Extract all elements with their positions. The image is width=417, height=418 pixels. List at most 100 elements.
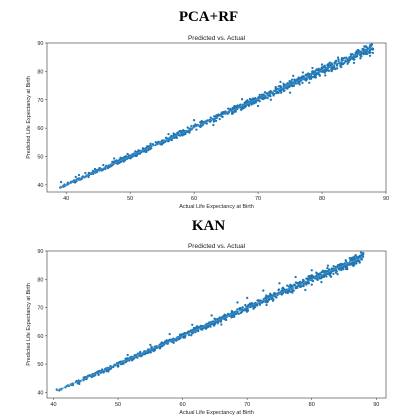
chart-0-point bbox=[149, 142, 152, 145]
chart-0-point bbox=[154, 141, 157, 144]
chart-1-point bbox=[97, 373, 100, 376]
chart-0-point bbox=[314, 74, 318, 77]
chart-0-point bbox=[329, 63, 332, 67]
chart-0-point bbox=[368, 54, 372, 57]
chart-1-point bbox=[302, 284, 305, 288]
chart-0-point bbox=[111, 160, 114, 164]
chart-1-point bbox=[310, 283, 313, 286]
chart-0-point bbox=[337, 58, 340, 61]
chart-1-point bbox=[250, 302, 254, 305]
chart-0-point bbox=[151, 143, 155, 146]
chart-0-point bbox=[352, 61, 356, 65]
chart-0-point bbox=[340, 63, 343, 66]
chart-1-point bbox=[332, 265, 335, 268]
chart-0-point bbox=[260, 93, 264, 96]
chart-0-point bbox=[122, 160, 125, 163]
chart-1-point bbox=[136, 356, 139, 359]
chart-1-point bbox=[352, 264, 355, 267]
chart-1-point bbox=[236, 301, 239, 304]
chart-0-point bbox=[361, 47, 364, 51]
chart-0-point bbox=[224, 110, 227, 113]
chart-0-point bbox=[235, 104, 238, 108]
chart-1-plot-frame bbox=[46, 250, 387, 399]
chart-0-point bbox=[100, 169, 103, 172]
chart-0-point bbox=[346, 62, 349, 65]
chart-1-point bbox=[149, 343, 152, 347]
chart-0-point bbox=[327, 69, 331, 72]
chart-0-point bbox=[231, 106, 234, 110]
chart-1-point bbox=[130, 355, 133, 358]
chart-1-title: Predicted vs. Actual bbox=[188, 243, 246, 250]
chart-0-point bbox=[160, 143, 164, 146]
chart-1-point bbox=[214, 317, 217, 321]
chart-1-point bbox=[355, 255, 358, 259]
chart-0-point bbox=[326, 64, 329, 68]
chart-0-point bbox=[167, 132, 170, 136]
chart-0-point bbox=[292, 74, 295, 78]
chart-1-point bbox=[348, 256, 351, 260]
chart-0-ytick-label: 80 bbox=[37, 69, 43, 75]
chart-1-point bbox=[178, 337, 181, 341]
chart-0-point bbox=[334, 67, 337, 71]
chart-0-point bbox=[293, 79, 296, 83]
chart-0-point bbox=[93, 167, 97, 171]
chart-0-point bbox=[253, 97, 257, 100]
chart-0-point bbox=[330, 62, 333, 65]
chart-0-point bbox=[213, 115, 216, 118]
chart-0-fit-line bbox=[59, 46, 374, 189]
chart-1-point bbox=[126, 353, 129, 357]
chart-0-point bbox=[371, 47, 375, 51]
chart-0-point bbox=[371, 51, 375, 55]
chart-1-point bbox=[194, 330, 197, 334]
chart-1-point bbox=[251, 305, 255, 308]
chart-0-ylabel: Predicted Life Expectancy at Birth bbox=[26, 76, 32, 159]
chart-1-xtick-label: 50 bbox=[115, 402, 121, 408]
chart-0-point bbox=[214, 119, 218, 123]
chart-0-point bbox=[239, 108, 243, 111]
chart-1-point bbox=[86, 374, 89, 378]
chart-1-xtick-label: 40 bbox=[50, 402, 56, 408]
chart-0-point bbox=[309, 77, 313, 80]
chart-1-point bbox=[294, 281, 297, 284]
chart-0-point bbox=[319, 68, 322, 71]
chart-1-point bbox=[107, 370, 110, 373]
chart-0-point bbox=[357, 49, 360, 52]
chart-0-point bbox=[199, 125, 202, 129]
panel-title-pca-rf: PCA+RF bbox=[178, 9, 239, 25]
chart-1-point bbox=[325, 275, 328, 278]
chart-0-point bbox=[188, 131, 191, 134]
chart-1-point bbox=[265, 294, 268, 297]
chart-0-xtick-label: 50 bbox=[127, 196, 133, 202]
chart-1-point bbox=[203, 326, 206, 329]
chart-1-point bbox=[350, 257, 354, 260]
chart-1-point bbox=[187, 333, 191, 337]
chart-1-point bbox=[191, 323, 194, 326]
chart-0-point bbox=[272, 94, 275, 97]
chart-1-point bbox=[222, 314, 226, 318]
chart-1-point bbox=[344, 259, 347, 262]
chart-0-point bbox=[87, 175, 90, 179]
chart-0-point bbox=[250, 103, 253, 106]
chart-1-point bbox=[326, 266, 329, 270]
chart-1-point bbox=[277, 288, 281, 291]
chart-0-xtick-label: 80 bbox=[319, 196, 325, 202]
chart-0-point bbox=[304, 74, 308, 77]
chart-1-point bbox=[256, 299, 259, 302]
chart-0-point bbox=[240, 98, 244, 101]
chart-1-point bbox=[262, 289, 265, 292]
chart-0-point bbox=[234, 110, 237, 113]
chart-0-point bbox=[144, 150, 148, 154]
chart-1-point bbox=[183, 332, 187, 335]
chart-0-point bbox=[98, 167, 101, 170]
chart-0-point bbox=[239, 103, 242, 107]
chart-0-title: Predicted vs. Actual bbox=[188, 35, 246, 42]
chart-1-point bbox=[55, 388, 58, 391]
chart-1-xtick-label: 80 bbox=[309, 402, 315, 408]
chart-0-point bbox=[102, 163, 105, 167]
chart-0-point bbox=[166, 140, 170, 143]
chart-0-point bbox=[201, 121, 205, 124]
chart-1-point bbox=[261, 301, 264, 304]
chart-0-plot-frame bbox=[46, 42, 387, 193]
chart-1-point bbox=[192, 327, 196, 330]
chart-1-point bbox=[318, 272, 321, 275]
